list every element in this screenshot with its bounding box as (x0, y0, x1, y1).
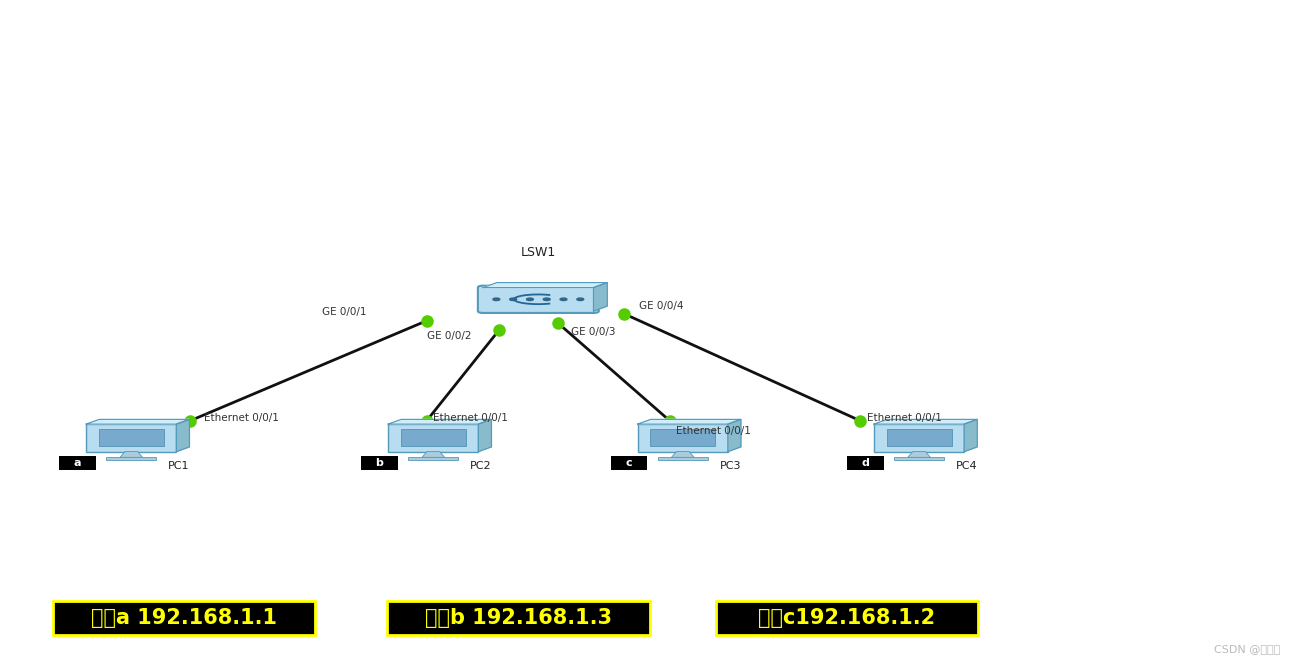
Text: Ethernet 0/0/1: Ethernet 0/0/1 (433, 413, 508, 423)
Text: b: b (376, 458, 383, 468)
Text: 主朼b 192.168.1.3: 主朼b 192.168.1.3 (425, 607, 612, 628)
Polygon shape (483, 283, 607, 288)
Text: PC4: PC4 (956, 461, 977, 471)
Text: PC3: PC3 (720, 461, 741, 471)
Circle shape (561, 298, 567, 301)
FancyBboxPatch shape (847, 456, 884, 470)
Polygon shape (874, 419, 977, 424)
Circle shape (576, 298, 584, 301)
FancyBboxPatch shape (638, 424, 727, 451)
Polygon shape (389, 419, 491, 424)
Text: GE 0/0/2: GE 0/0/2 (427, 331, 471, 341)
Text: LSW1: LSW1 (521, 246, 555, 259)
FancyBboxPatch shape (387, 601, 650, 635)
FancyBboxPatch shape (53, 601, 315, 635)
Text: CSDN @星辰镜: CSDN @星辰镜 (1215, 644, 1280, 654)
FancyBboxPatch shape (650, 429, 716, 446)
Text: d: d (861, 458, 869, 468)
Text: 5 cyr+z 返回上一级 直接返回到用户视图: 5 cyr+z 返回上一级 直接返回到用户视图 (13, 155, 284, 175)
Polygon shape (964, 419, 977, 451)
FancyBboxPatch shape (400, 429, 466, 446)
Text: 3 [Huaiwei-GigabitEthernet0/0/1] //接口视图: 3 [Huaiwei-GigabitEthernet0/0/1] //接口视图 (13, 85, 471, 104)
FancyBboxPatch shape (611, 456, 647, 470)
Polygon shape (421, 451, 445, 457)
Text: GE 0/0/4: GE 0/0/4 (639, 301, 684, 311)
Text: c: c (625, 458, 633, 468)
FancyBboxPatch shape (361, 456, 398, 470)
FancyBboxPatch shape (658, 457, 708, 460)
Circle shape (492, 298, 500, 301)
Text: PC1: PC1 (168, 461, 189, 471)
FancyBboxPatch shape (98, 429, 164, 446)
Text: PC2: PC2 (470, 461, 491, 471)
FancyBboxPatch shape (87, 424, 176, 451)
FancyBboxPatch shape (478, 286, 599, 313)
FancyBboxPatch shape (874, 424, 964, 451)
Text: 1 <Huawei> //用户视图 输入system-wiew: 1 <Huawei> //用户视图 输入system-wiew (13, 15, 378, 34)
Text: GE 0/0/3: GE 0/0/3 (571, 327, 616, 336)
Polygon shape (727, 419, 741, 451)
FancyBboxPatch shape (894, 457, 944, 460)
Text: Ethernet 0/0/1: Ethernet 0/0/1 (676, 426, 751, 436)
FancyBboxPatch shape (716, 601, 978, 635)
FancyBboxPatch shape (408, 457, 458, 460)
Text: 4 reture 返回主视图    直接返回到用户视图: 4 reture 返回主视图 直接返回到用户视图 (13, 120, 331, 139)
Polygon shape (638, 419, 741, 424)
Polygon shape (907, 451, 931, 457)
Text: Ethernet 0/0/1: Ethernet 0/0/1 (204, 413, 278, 423)
Polygon shape (176, 419, 189, 451)
Text: Ethernet 0/0/1: Ethernet 0/0/1 (867, 413, 941, 423)
Text: a: a (74, 458, 81, 468)
Text: GE 0/0/1: GE 0/0/1 (322, 307, 366, 317)
FancyBboxPatch shape (59, 456, 96, 470)
FancyBboxPatch shape (389, 424, 478, 451)
Polygon shape (593, 283, 607, 311)
Circle shape (527, 298, 533, 301)
Circle shape (544, 298, 550, 301)
Text: 2 [Huawei] //系统视图 输入 interface GigabitEthernet 0/0/1: 2 [Huawei] //系统视图 输入 interface GigabitEt… (13, 50, 625, 69)
Text: 主朼c192.168.1.2: 主朼c192.168.1.2 (759, 607, 935, 628)
Text: 主朼a 192.168.1.1: 主朼a 192.168.1.1 (91, 607, 277, 628)
FancyBboxPatch shape (106, 457, 156, 460)
FancyBboxPatch shape (886, 429, 952, 446)
Circle shape (509, 298, 516, 301)
Polygon shape (119, 451, 143, 457)
Polygon shape (671, 451, 695, 457)
Polygon shape (478, 419, 491, 451)
Polygon shape (87, 419, 189, 424)
